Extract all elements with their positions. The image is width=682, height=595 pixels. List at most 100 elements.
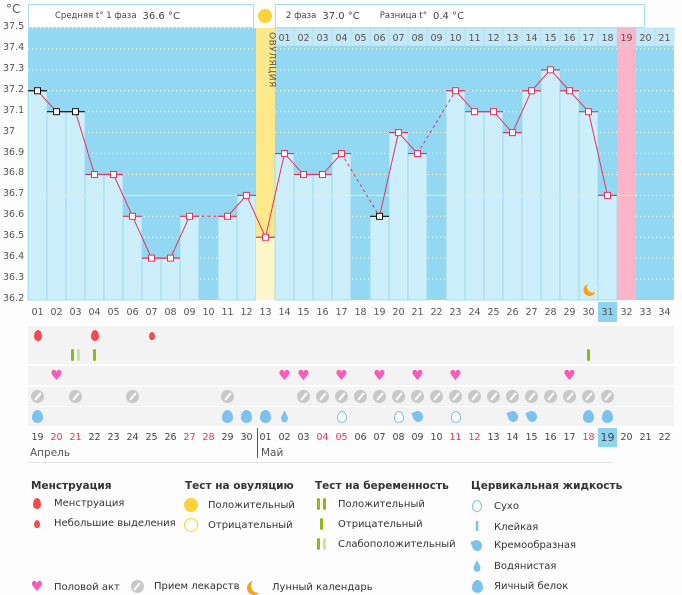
calendar-date[interactable]: 09 (411, 432, 424, 443)
calendar-date[interactable]: 25 (145, 432, 158, 443)
medication-cell[interactable] (66, 387, 85, 406)
calendar-date[interactable]: 12 (468, 432, 481, 443)
calendar-date[interactable]: 03 (297, 432, 310, 443)
cervical-cell[interactable] (256, 407, 275, 426)
sex-cell[interactable]: ♥ (294, 366, 313, 385)
temperature-line-segment (265, 153, 285, 238)
medication-cell[interactable] (351, 387, 370, 406)
temperature-point (452, 87, 459, 95)
calendar-date[interactable]: 05 (335, 432, 348, 443)
medication-cell[interactable] (218, 387, 237, 406)
small-blood-drop-icon (34, 519, 40, 528)
cervical-cell[interactable] (503, 407, 522, 426)
calendar-date[interactable]: 04 (316, 432, 329, 443)
calendar-date[interactable]: 08 (392, 432, 405, 443)
cervical-cell[interactable] (275, 407, 294, 426)
medication-cell[interactable] (427, 387, 446, 406)
pregnancy-test-cell[interactable] (579, 345, 598, 364)
medication-cell[interactable] (294, 387, 313, 406)
medication-cell[interactable] (123, 387, 142, 406)
medication-cell[interactable] (332, 387, 351, 406)
pill-icon (468, 390, 481, 403)
cervical-cell[interactable] (446, 407, 465, 426)
calendar-date[interactable]: 15 (525, 432, 538, 443)
calendar-date[interactable]: 07 (373, 432, 386, 443)
medication-cell[interactable] (598, 387, 617, 406)
sex-cell[interactable]: ♥ (446, 366, 465, 385)
medication-cell[interactable] (541, 387, 560, 406)
phase2-stat: 2 фаза 37.0 °C Разница t° 0.4 °C (275, 4, 645, 28)
calendar-date[interactable]: 22 (658, 432, 671, 443)
x-tick-label: 28 (544, 307, 556, 318)
calendar-date[interactable]: 17 (563, 432, 576, 443)
medication-cell[interactable] (484, 387, 503, 406)
calendar-date[interactable]: 06 (354, 432, 367, 443)
cervical-cell[interactable] (579, 407, 598, 426)
calendar-date[interactable]: 27 (183, 432, 196, 443)
medication-cell[interactable] (313, 387, 332, 406)
temperature-point (186, 212, 193, 220)
cervical-cell[interactable] (598, 407, 617, 426)
medication-cell[interactable] (465, 387, 484, 406)
sex-cell[interactable]: ♥ (560, 366, 579, 385)
calendar-date[interactable]: 10 (430, 432, 443, 443)
sex-cell[interactable]: ♥ (408, 366, 427, 385)
medication-cell[interactable] (370, 387, 389, 406)
pregnancy-test-cell[interactable] (66, 345, 85, 364)
cervical-cell[interactable] (389, 407, 408, 426)
sex-cell[interactable]: ♥ (332, 366, 351, 385)
faint-line-icon (316, 538, 326, 550)
medication-cell[interactable] (579, 387, 598, 406)
calendar-date[interactable]: 14 (506, 432, 519, 443)
medication-cell[interactable] (446, 387, 465, 406)
calendar-date[interactable]: 19 (598, 428, 617, 447)
calendar-date[interactable]: 30 (240, 432, 253, 443)
calendar-date[interactable]: 11 (449, 432, 462, 443)
sex-cell[interactable]: ♥ (47, 366, 66, 385)
pill-icon (221, 390, 234, 403)
sex-cell[interactable]: ♥ (275, 366, 294, 385)
calendar-date[interactable]: 18 (582, 432, 595, 443)
pill-icon (31, 390, 44, 403)
cervical-cell[interactable] (332, 407, 351, 426)
menstruation-cell[interactable] (85, 326, 104, 345)
medication-cell[interactable] (408, 387, 427, 406)
calendar-date[interactable]: 28 (202, 432, 215, 443)
sex-cell[interactable]: ♥ (370, 366, 389, 385)
month-separator (257, 428, 258, 458)
cervical-cell[interactable] (218, 407, 237, 426)
cervical-cell[interactable] (28, 407, 47, 426)
calendar-date[interactable]: 20 (620, 432, 633, 443)
cervical-cell[interactable] (237, 407, 256, 426)
legend-pregnancy-weak: Слабоположительный (312, 538, 456, 550)
calendar-date[interactable]: 26 (164, 432, 177, 443)
medication-cell[interactable] (28, 387, 47, 406)
calendar-date[interactable]: 19 (31, 432, 44, 443)
medication-cell[interactable] (522, 387, 541, 406)
calendar-date[interactable]: 24 (126, 432, 139, 443)
legend-cervical-dry: Сухо (468, 500, 519, 512)
cervical-cell[interactable] (522, 407, 541, 426)
calendar-date[interactable]: 01 (259, 432, 272, 443)
menstruation-cell[interactable] (28, 326, 47, 345)
top-day-label: 12 (487, 33, 499, 44)
y-tick-label: 36.3 (3, 272, 25, 284)
calendar-date[interactable]: 20 (50, 432, 63, 443)
calendar-date[interactable]: 16 (544, 432, 557, 443)
calendar-date[interactable]: 23 (107, 432, 120, 443)
y-tick-label: 36.7 (3, 188, 25, 200)
pill-icon (373, 390, 386, 403)
calendar-date[interactable]: 22 (88, 432, 101, 443)
menstruation-cell[interactable] (142, 326, 161, 345)
medication-cell[interactable] (389, 387, 408, 406)
calendar-date[interactable]: 13 (487, 432, 500, 443)
x-tick-label: 11 (221, 307, 233, 318)
medication-cell[interactable] (503, 387, 522, 406)
pregnancy-test-cell[interactable] (85, 345, 104, 364)
calendar-date[interactable]: 29 (221, 432, 234, 443)
calendar-date[interactable]: 21 (639, 432, 652, 443)
medication-cell[interactable] (560, 387, 579, 406)
cervical-cell[interactable] (408, 407, 427, 426)
calendar-date[interactable]: 02 (278, 432, 291, 443)
calendar-date[interactable]: 21 (69, 432, 82, 443)
